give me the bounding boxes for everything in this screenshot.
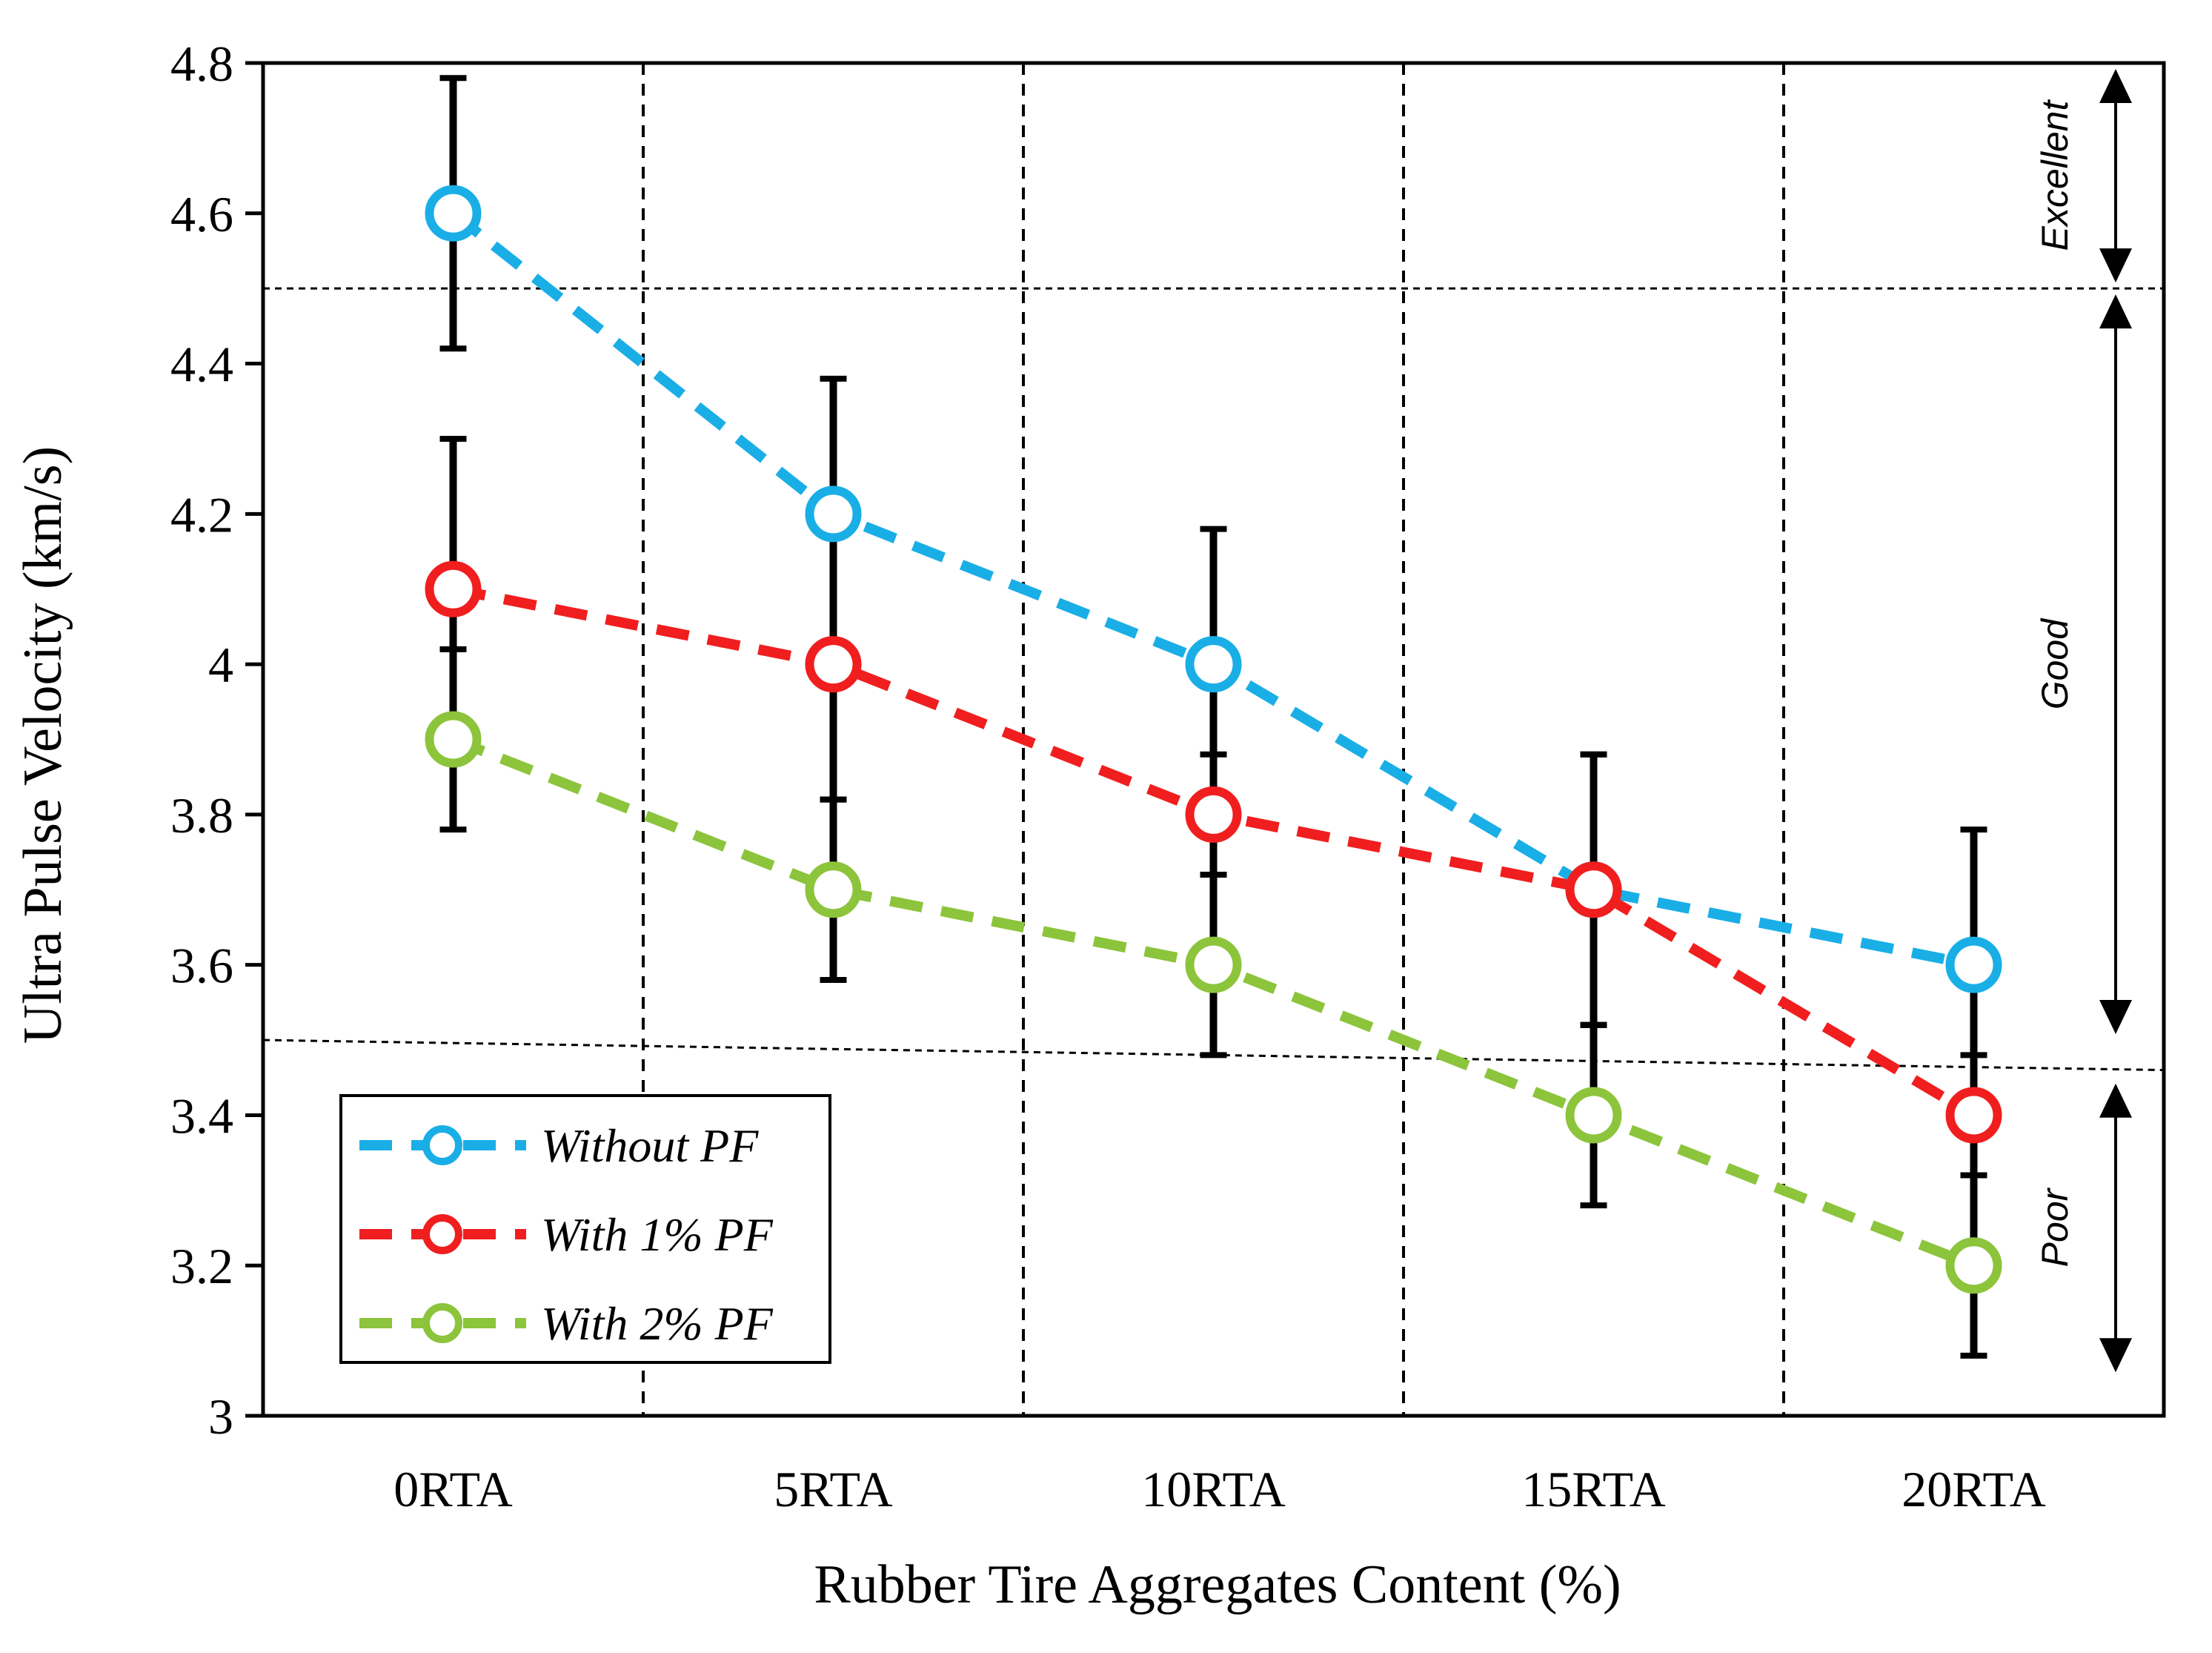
y-axis-title: Ultra Pulse Velocity (km/s) — [13, 446, 73, 1044]
zone-arrow-head-top-2 — [2099, 1083, 2132, 1118]
y-tick-label-5: 4 — [208, 637, 233, 693]
y-tick-label-8: 4.6 — [170, 186, 233, 242]
x-tick-label-4: 20RTA — [1902, 1461, 2045, 1517]
legend-marker-0 — [422, 1125, 462, 1165]
zone-label-2: Poor — [2034, 1187, 2076, 1267]
zone-arrow-head-bottom-1 — [2099, 1000, 2132, 1035]
y-tick-label-2: 3.4 — [170, 1087, 233, 1144]
data-markers — [425, 185, 2002, 1294]
y-tick-label-3: 3.6 — [170, 938, 233, 994]
y-tick-label-4: 3.8 — [170, 787, 233, 844]
zone-arrow-head-top-0 — [2099, 69, 2132, 103]
legend-marker-1 — [422, 1214, 462, 1254]
quality-zone-annotations: Excellent Good Poor — [2034, 69, 2132, 1373]
y-tick-label-7: 4.4 — [170, 337, 233, 393]
x-tick-label-0: 0RTA — [393, 1461, 512, 1517]
marker-1-4 — [1945, 1087, 2002, 1144]
marker-0-1 — [805, 486, 862, 543]
marker-2-3 — [1565, 1087, 1622, 1144]
marker-2-0 — [425, 711, 482, 768]
y-tick-label-9: 4.8 — [170, 36, 233, 92]
legend-label-2: With 2% PF — [541, 1297, 774, 1350]
zone-label-1: Good — [2034, 617, 2076, 710]
zone-arrow-head-top-1 — [2099, 294, 2132, 329]
legend-label-1: With 1% PF — [541, 1208, 774, 1261]
x-axis-ticks: 0RTA 5RTA 10RTA 15RTA 20RTA — [393, 1461, 2045, 1517]
zone-label-0: Excellent — [2034, 99, 2076, 251]
x-tick-label-2: 10RTA — [1141, 1461, 1285, 1517]
x-tick-label-3: 15RTA — [1521, 1461, 1665, 1517]
y-axis-ticks: 3 3.2 3.4 3.6 3.8 4 4.2 4.4 4.6 4.8 — [170, 36, 263, 1445]
marker-0-2 — [1185, 636, 1242, 693]
zone-arrow-head-bottom-0 — [2099, 248, 2132, 283]
y-tick-label-1: 3.2 — [170, 1238, 233, 1294]
marker-0-0 — [425, 185, 482, 242]
marker-1-1 — [805, 636, 862, 693]
legend-label-0: Without PF — [541, 1119, 759, 1172]
x-tick-label-1: 5RTA — [774, 1461, 892, 1517]
marker-2-4 — [1945, 1237, 2002, 1294]
marker-1-0 — [425, 560, 482, 617]
y-tick-label-6: 4.2 — [170, 486, 233, 543]
y-tick-label-0: 3 — [208, 1388, 233, 1445]
marker-2-2 — [1185, 936, 1242, 993]
x-axis-title: Rubber Tire Aggregates Content (%) — [814, 1554, 1621, 1615]
legend: Without PF With 1% PF With 2% PF — [339, 1094, 831, 1364]
zone-arrow-head-bottom-2 — [2099, 1338, 2132, 1373]
marker-1-2 — [1185, 786, 1242, 843]
marker-1-3 — [1565, 861, 1622, 918]
marker-0-4 — [1945, 936, 2002, 993]
plot-area-frame — [261, 61, 2166, 1418]
marker-2-1 — [805, 861, 862, 918]
legend-marker-2 — [422, 1303, 462, 1343]
